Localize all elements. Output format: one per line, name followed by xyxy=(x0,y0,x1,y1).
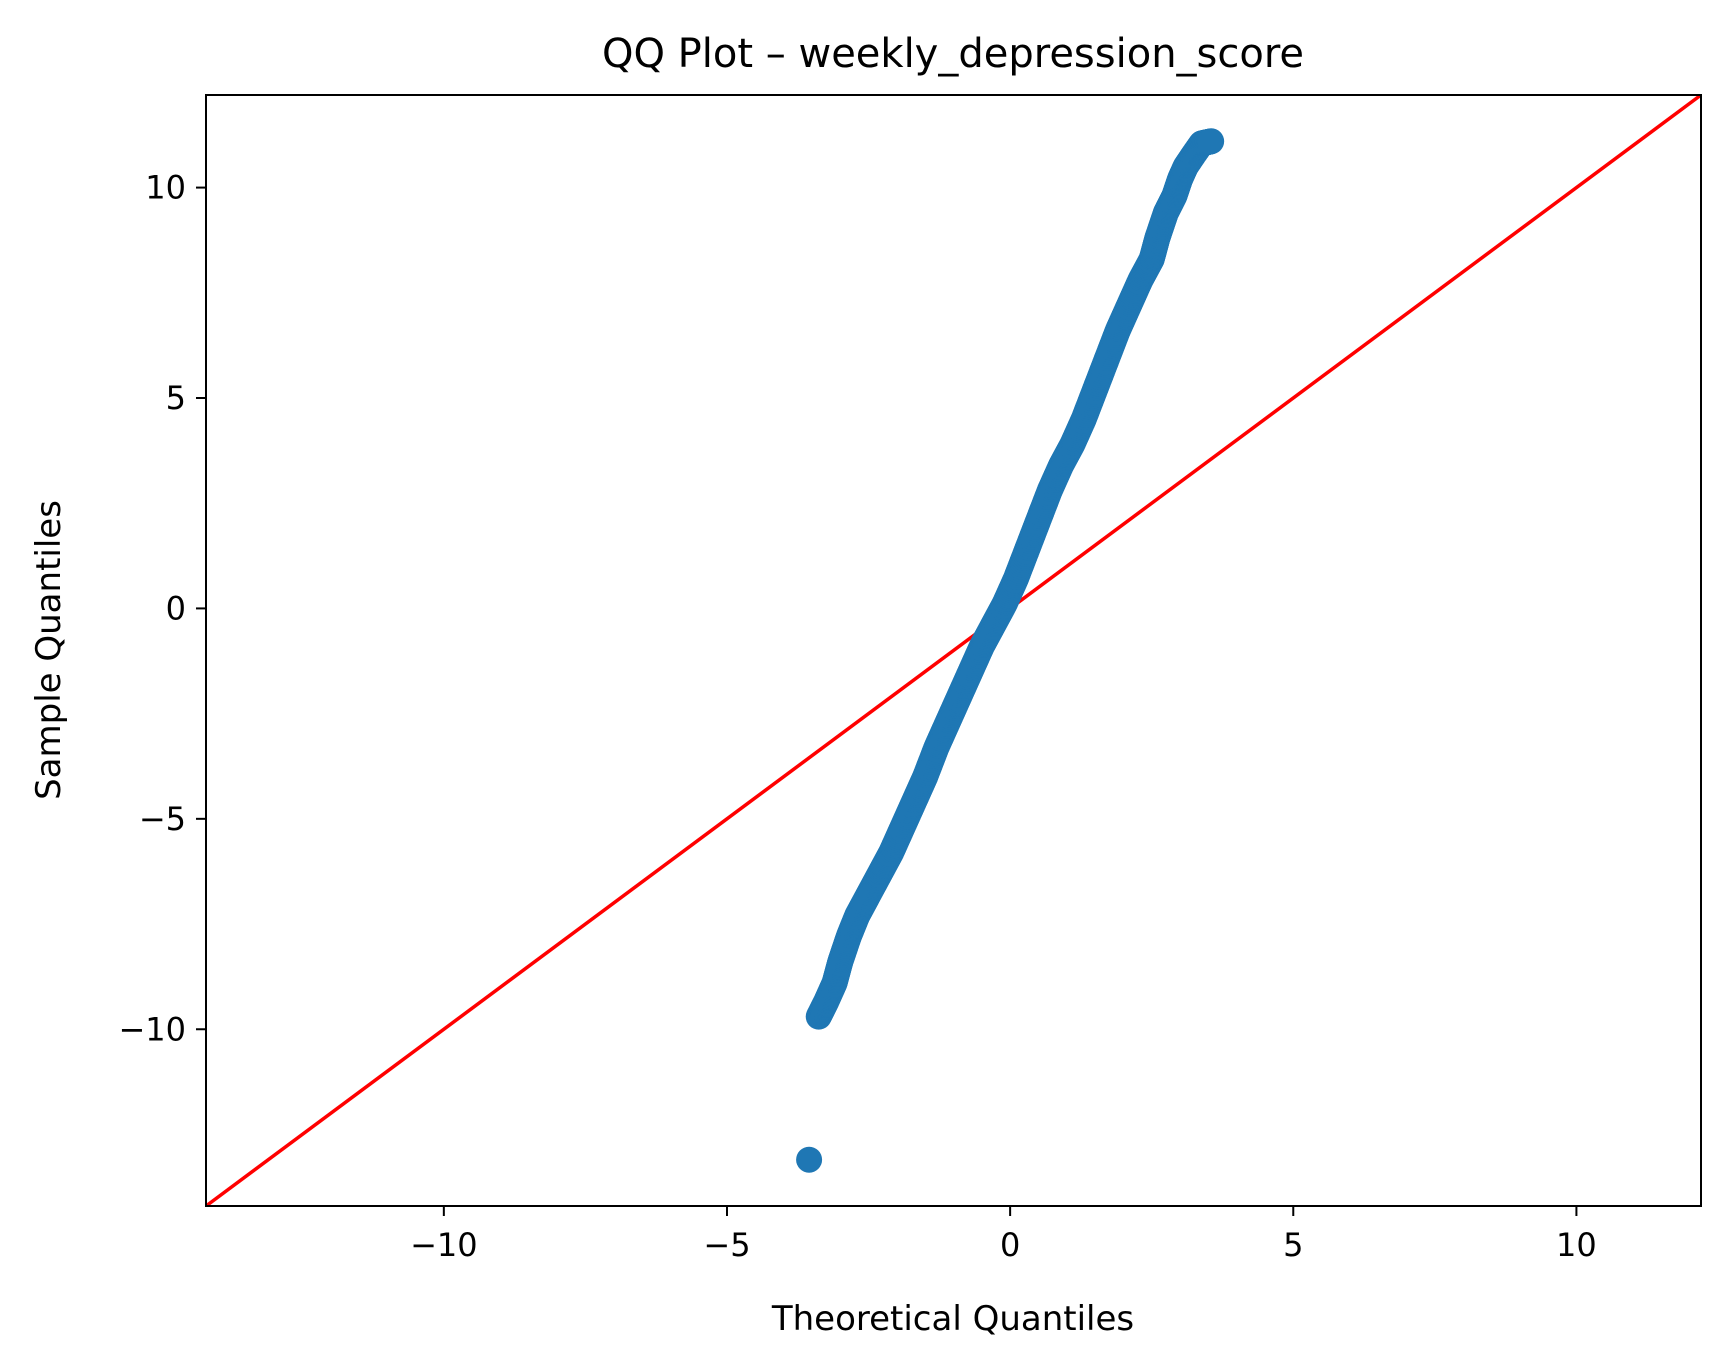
x-tick-label: 0 xyxy=(1000,1226,1020,1264)
y-tick-label: −10 xyxy=(118,1010,186,1048)
y-tick-label: 5 xyxy=(166,379,186,417)
x-axis-ticks: −10 −5 0 5 10 xyxy=(410,1206,1597,1264)
x-tick-label: 10 xyxy=(1556,1226,1597,1264)
y-axis-ticks: −10 −5 0 5 10 xyxy=(118,169,206,1048)
data-point xyxy=(796,1146,823,1173)
y-tick-label: 0 xyxy=(166,589,186,627)
x-tick-label: −5 xyxy=(703,1226,750,1264)
x-tick-label: 5 xyxy=(1283,1226,1303,1264)
x-axis-label: Theoretical Quantiles xyxy=(771,1299,1134,1339)
y-axis-label: Sample Quantiles xyxy=(29,500,69,800)
x-tick-label: −10 xyxy=(410,1226,478,1264)
chart-title: QQ Plot – weekly_depression_score xyxy=(602,31,1304,77)
reference-line xyxy=(206,95,1701,1206)
reference-line-layer xyxy=(206,95,1701,1206)
y-tick-label: 10 xyxy=(145,169,186,207)
data-point xyxy=(1197,128,1224,155)
data-points-layer xyxy=(796,128,1225,1173)
y-tick-label: −5 xyxy=(139,800,186,838)
plot-area-frame xyxy=(205,94,1702,1207)
